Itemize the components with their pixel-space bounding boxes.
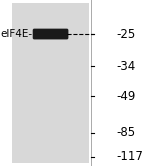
FancyBboxPatch shape bbox=[33, 29, 68, 40]
Text: -49: -49 bbox=[116, 90, 135, 103]
Text: -117: -117 bbox=[116, 150, 143, 163]
FancyBboxPatch shape bbox=[12, 3, 89, 163]
Text: -25: -25 bbox=[116, 28, 135, 41]
Text: -34: -34 bbox=[116, 60, 135, 73]
Text: -85: -85 bbox=[116, 126, 135, 139]
Text: eIF4E-: eIF4E- bbox=[1, 29, 33, 39]
